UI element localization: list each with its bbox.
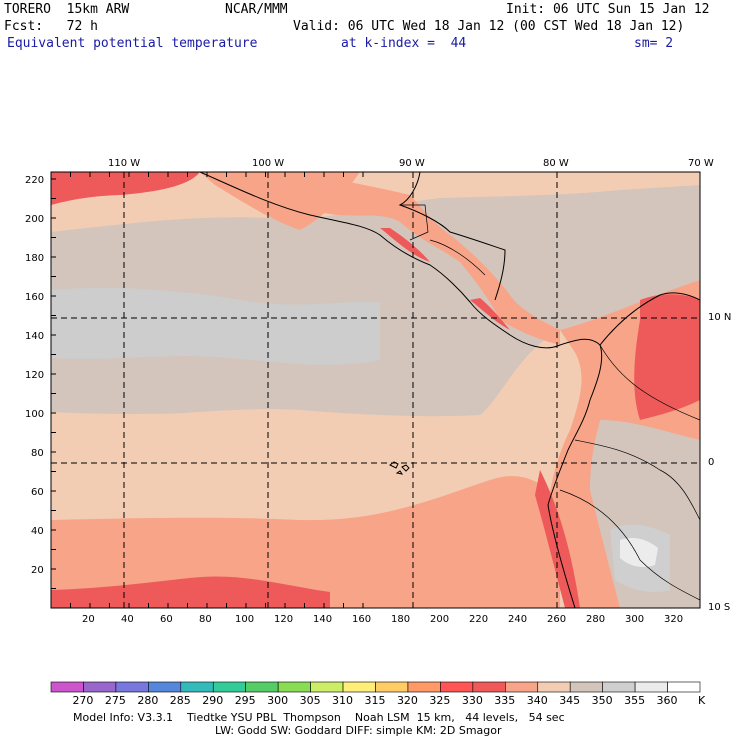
lat-label-10s: 10 S [708, 602, 731, 613]
lat-label-equator: 0 [708, 457, 715, 468]
colorbar-level-label: 310 [332, 694, 354, 707]
x-tick-label: 280 [586, 614, 606, 625]
colorbar-level-label: 340 [526, 694, 548, 707]
x-tick-label: 20 [82, 614, 95, 625]
colorbar-swatch [277, 681, 311, 693]
x-tick-label: 240 [508, 614, 528, 625]
colorbar-swatch [115, 681, 149, 693]
colorbar-swatch [342, 681, 376, 693]
y-tick-label: 220 [25, 175, 45, 186]
colorbar-swatch [569, 681, 603, 693]
graticule [51, 172, 700, 608]
colorbar-swatch [375, 681, 409, 693]
level-label: at k-index = 44 [341, 36, 467, 51]
colorbar-swatch [440, 681, 474, 693]
colorbar-level-label: 355 [624, 694, 646, 707]
y-tick-label: 140 [25, 331, 45, 342]
colorbar-level-label: 290 [202, 694, 224, 707]
x-tick-label: 180 [391, 614, 411, 625]
colorbar-swatch [602, 681, 636, 693]
y-tick-label: 180 [25, 253, 45, 264]
colorbar-level-label: 280 [137, 694, 159, 707]
y-tick-label: 80 [31, 448, 44, 459]
model-info: Model Info: V3.3.1 Tiedtke YSU PBL Thomp… [73, 711, 565, 724]
lon-label-70w: 70 W [688, 158, 714, 169]
colorbar-level-label: 335 [494, 694, 516, 707]
colorbar-level-label: 330 [461, 694, 483, 707]
forecast-hour: Fcst: 72 h [4, 19, 98, 34]
valid-time: Valid: 06 UTC Wed 18 Jan 12 (00 CST Wed … [293, 19, 685, 34]
colorbar-level-label: 350 [591, 694, 613, 707]
x-tick-label: 300 [625, 614, 645, 625]
y-tick-label: 100 [25, 409, 45, 420]
y-tick-label: 200 [25, 214, 45, 225]
colorbar-level-label: 315 [364, 694, 386, 707]
lon-label-80w: 80 W [543, 158, 569, 169]
lon-label-110w: 110 W [108, 158, 141, 169]
x-tick-label: 260 [547, 614, 567, 625]
y-tick-label: 60 [31, 487, 44, 498]
colorbar-swatch [504, 681, 539, 693]
colorbar-level-label: 300 [267, 694, 289, 707]
x-tick-label: 100 [235, 614, 255, 625]
colorbar-swatch [310, 681, 344, 693]
colorbar-level-label: 270 [72, 694, 94, 707]
center-label: NCAR/MMM [225, 2, 288, 17]
x-tick-label: 140 [313, 614, 333, 625]
colorbar-level-label: 345 [559, 694, 581, 707]
colorbar-level-label: 360 [656, 694, 678, 707]
x-tick-label: 60 [160, 614, 173, 625]
colorbar-swatch [472, 681, 506, 693]
colorbar-swatch [634, 681, 668, 693]
colorbar-swatch [148, 681, 182, 693]
x-tick-label: 200 [430, 614, 450, 625]
lon-label-90w: 90 W [399, 158, 425, 169]
colorbar-swatch [667, 681, 701, 693]
init-time: Init: 06 UTC Sun 15 Jan 12 [506, 2, 710, 17]
model-title: TORERO 15km ARW [4, 2, 130, 17]
x-tick-label: 220 [469, 614, 489, 625]
y-tick-label: 20 [31, 565, 44, 576]
colorbar-swatch [50, 681, 84, 693]
coastlines [199, 172, 700, 608]
colorbar-swatch [245, 681, 279, 693]
lon-label-100w: 100 W [252, 158, 285, 169]
colorbar-level-label: 320 [396, 694, 418, 707]
colorbar-swatch [407, 681, 441, 693]
colorbar-level-label: 305 [299, 694, 321, 707]
lat-label-10n: 10 N [708, 312, 732, 323]
x-tick-label: 320 [664, 614, 684, 625]
colorbar-level-label: 325 [429, 694, 451, 707]
theta-e-field [51, 172, 700, 608]
y-tick-label: 120 [25, 370, 45, 381]
x-tick-label: 120 [274, 614, 294, 625]
colorbar-level-label: 285 [169, 694, 191, 707]
x-tick-label: 80 [199, 614, 212, 625]
physics-info: LW: Godd SW: Goddard DIFF: simple KM: 2D… [215, 724, 502, 737]
field-name: Equivalent potential temperature [7, 36, 258, 51]
colorbar-swatch [180, 681, 214, 693]
colorbar-level-label: 295 [234, 694, 256, 707]
colorbar-swatch [83, 681, 117, 693]
colorbar-level-label: 275 [104, 694, 126, 707]
x-tick-label: 40 [121, 614, 134, 625]
y-tick-label: 40 [31, 526, 44, 537]
x-tick-label: 160 [352, 614, 372, 625]
axis-ticks [50, 172, 364, 609]
colorbar-unit: K [698, 694, 706, 707]
colorbar-swatch [212, 681, 247, 693]
y-tick-label: 160 [25, 292, 45, 303]
colorbar-swatch [537, 681, 571, 693]
smoothing-label: sm= 2 [634, 36, 674, 51]
colorbar [50, 681, 701, 693]
